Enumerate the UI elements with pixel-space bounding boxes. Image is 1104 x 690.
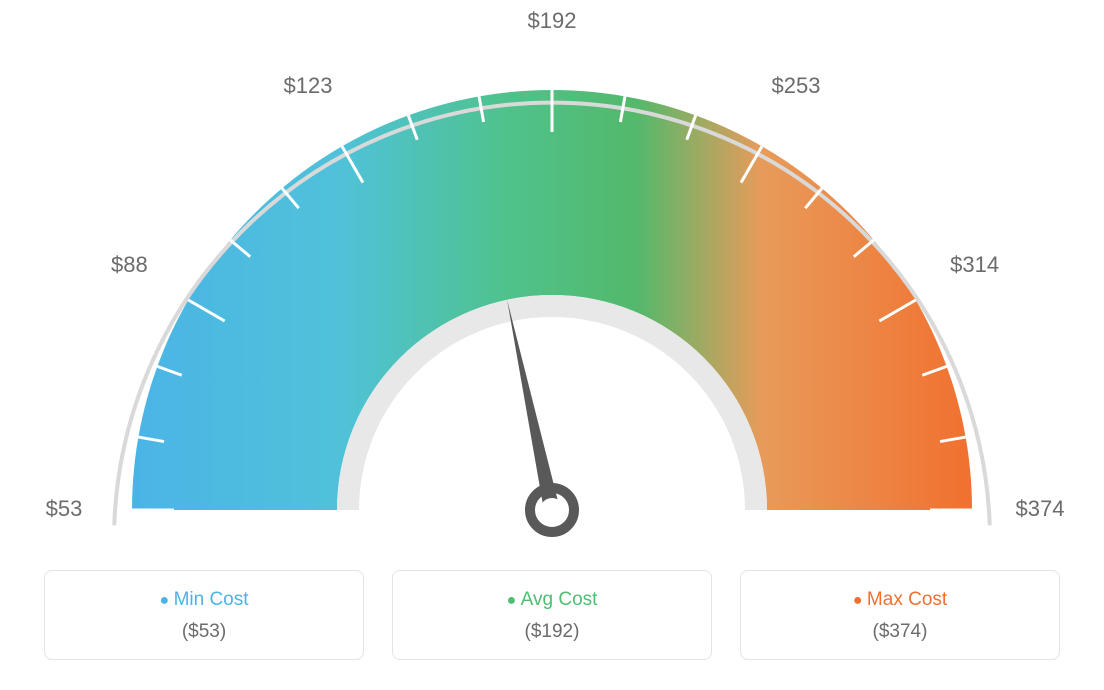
legend-row: Min Cost ($53) Avg Cost ($192) Max Cost … xyxy=(0,570,1104,660)
legend-label-min: Min Cost xyxy=(55,589,353,611)
gauge-chart: $53 $88 $123 $192 $253 $314 $374 xyxy=(0,0,1104,560)
gauge-needle xyxy=(507,300,560,512)
legend-card-avg: Avg Cost ($192) xyxy=(392,570,712,660)
legend-card-min: Min Cost ($53) xyxy=(44,570,364,660)
gauge-tick-label: $253 xyxy=(772,73,821,98)
legend-value-avg: ($192) xyxy=(403,621,701,643)
gauge-tick-label: $123 xyxy=(284,73,333,98)
gauge-svg: $53 $88 $123 $192 $253 $314 $374 xyxy=(0,0,1104,560)
gauge-tick-label: $192 xyxy=(528,8,577,33)
legend-card-max: Max Cost ($374) xyxy=(740,570,1060,660)
gauge-tick-label: $53 xyxy=(46,496,83,521)
gauge-tick-label: $88 xyxy=(111,252,148,277)
legend-label-avg: Avg Cost xyxy=(403,589,701,611)
legend-value-min: ($53) xyxy=(55,621,353,643)
legend-label-max: Max Cost xyxy=(751,589,1049,611)
legend-value-max: ($374) xyxy=(751,621,1049,643)
gauge-tick-label: $374 xyxy=(1016,496,1065,521)
gauge-needle-hub-inner xyxy=(540,498,564,522)
gauge-tick-label: $314 xyxy=(950,252,999,277)
